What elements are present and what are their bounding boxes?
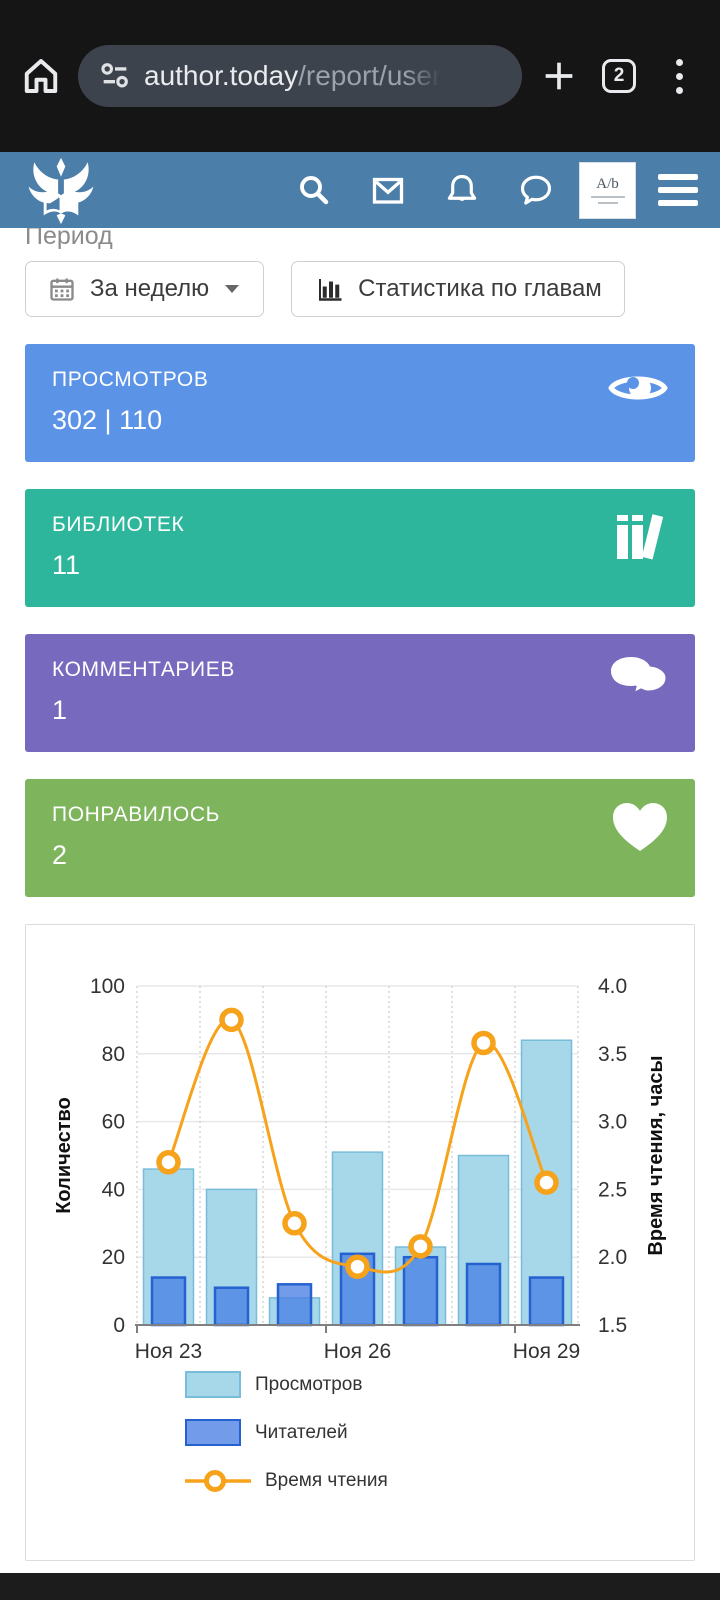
svg-text:2.5: 2.5 bbox=[598, 1178, 627, 1201]
left-axis-title: Количество bbox=[53, 1097, 75, 1214]
legend-swatch bbox=[185, 1419, 241, 1446]
eye-icon bbox=[608, 376, 668, 400]
svg-text:3.0: 3.0 bbox=[598, 1111, 627, 1134]
chevron-down-icon bbox=[225, 285, 240, 293]
browser-toolbar: author.today/report/user 2 bbox=[0, 0, 720, 152]
period-dropdown-value: За неделю bbox=[90, 275, 210, 302]
svg-text:100: 100 bbox=[90, 975, 125, 998]
legend-label: Время чтения bbox=[265, 1469, 388, 1491]
new-tab-button[interactable] bbox=[536, 53, 582, 99]
search-icon bbox=[300, 176, 329, 205]
search-button[interactable] bbox=[277, 167, 351, 213]
system-nav-bar bbox=[0, 1573, 720, 1600]
stat-title: БИБЛИОТЕК bbox=[52, 513, 185, 536]
line-marker[interactable] bbox=[219, 1007, 244, 1033]
url-path: /report/user bbox=[298, 60, 442, 91]
stat-value: 11 bbox=[52, 550, 81, 580]
svg-text:2.0: 2.0 bbox=[598, 1246, 627, 1269]
chart-legend: Просмотров Читателей Время чтения bbox=[185, 1371, 694, 1494]
legend-item[interactable]: Просмотров bbox=[185, 1371, 694, 1398]
svg-text:Ноя 26: Ноя 26 bbox=[324, 1340, 391, 1363]
stat-card-comments: КОММЕНТАРИЕВ 1 bbox=[25, 634, 695, 752]
heart-icon bbox=[613, 803, 667, 851]
chat-icon bbox=[520, 175, 552, 205]
home-icon bbox=[24, 59, 58, 93]
svg-text:Ноя 29: Ноя 29 bbox=[513, 1340, 580, 1363]
stat-value: 2 bbox=[52, 840, 68, 870]
statistics-chart: 0 20 40 60 80 100 1.5 2.0 2.5 3.0 3.5 4.0 Ноя 23 Ноя … bbox=[53, 975, 667, 1363]
right-axis-title: Время чтения, часы bbox=[645, 1055, 667, 1255]
bell-icon bbox=[447, 174, 477, 201]
bars-Читателей bbox=[150, 1252, 565, 1327]
tab-switcher-button[interactable]: 2 bbox=[596, 53, 642, 99]
bar[interactable] bbox=[465, 1262, 502, 1327]
site-settings-icon bbox=[101, 63, 128, 88]
url-host: author.today bbox=[144, 60, 299, 91]
line-marker[interactable] bbox=[408, 1234, 433, 1259]
legend-swatch bbox=[185, 1371, 241, 1398]
svg-text:60: 60 bbox=[102, 1111, 125, 1134]
stat-title: ПРОСМОТРОВ bbox=[52, 368, 209, 391]
browser-menu-button[interactable] bbox=[656, 53, 702, 99]
stat-title: ПОНРАВИЛОСЬ bbox=[52, 803, 220, 826]
stat-card-likes: ПОНРАВИЛОСЬ 2 bbox=[25, 779, 695, 897]
report-page: Период За неделю bbox=[0, 221, 720, 1561]
messages-button[interactable] bbox=[351, 167, 425, 213]
svg-text:20: 20 bbox=[102, 1246, 125, 1269]
legend-item[interactable]: Читателей bbox=[185, 1419, 694, 1446]
line-marker[interactable] bbox=[345, 1254, 370, 1279]
statistics-chart-card: 0 20 40 60 80 100 1.5 2.0 2.5 3.0 3.5 4.0 Ноя 23 Ноя … bbox=[25, 924, 695, 1561]
line-marker[interactable] bbox=[156, 1150, 181, 1175]
hamburger-menu-button[interactable] bbox=[658, 174, 698, 206]
notifications-button[interactable] bbox=[425, 167, 499, 213]
plus-icon bbox=[545, 62, 573, 90]
hamburger-icon bbox=[658, 174, 698, 180]
comments-nav-button[interactable] bbox=[499, 167, 573, 213]
svg-text:3.5: 3.5 bbox=[598, 1043, 627, 1066]
home-button[interactable] bbox=[18, 53, 64, 99]
bar[interactable] bbox=[276, 1283, 313, 1327]
filter-buttons-row: За неделю Статистика по главам bbox=[25, 261, 695, 317]
site-header: A/b bbox=[0, 152, 720, 228]
kebab-menu-icon bbox=[675, 58, 683, 94]
books-icon bbox=[617, 514, 664, 560]
svg-text:4.0: 4.0 bbox=[598, 975, 627, 998]
tab-count-badge: 2 bbox=[602, 59, 636, 93]
user-avatar[interactable]: A/b bbox=[579, 161, 636, 219]
svg-text:80: 80 bbox=[102, 1043, 125, 1066]
comments-icon bbox=[611, 657, 669, 697]
url-text: author.today/report/user bbox=[144, 60, 441, 92]
bar[interactable] bbox=[402, 1255, 439, 1327]
site-logo-eagle-icon[interactable] bbox=[22, 155, 100, 227]
bar[interactable] bbox=[150, 1276, 187, 1327]
line-marker[interactable] bbox=[534, 1170, 559, 1195]
svg-text:40: 40 bbox=[102, 1178, 125, 1201]
period-dropdown[interactable]: За неделю bbox=[25, 261, 265, 317]
chapter-stats-label: Статистика по главам bbox=[358, 275, 602, 302]
line-marker[interactable] bbox=[282, 1211, 307, 1236]
bar[interactable] bbox=[528, 1276, 565, 1327]
svg-text:0: 0 bbox=[113, 1314, 125, 1337]
stat-title: КОММЕНТАРИЕВ bbox=[52, 658, 235, 681]
avatar-monogram: A/b bbox=[596, 175, 619, 192]
legend-label: Просмотров bbox=[255, 1373, 363, 1395]
stat-value: 302 | 110 bbox=[52, 405, 163, 435]
line-marker[interactable] bbox=[471, 1030, 496, 1056]
stat-card-libraries: БИБЛИОТЕК 11 bbox=[25, 489, 695, 607]
bar-chart-icon bbox=[319, 279, 342, 301]
stat-value: 1 bbox=[52, 695, 68, 725]
address-bar[interactable]: author.today/report/user bbox=[78, 45, 522, 107]
bar[interactable] bbox=[213, 1286, 250, 1327]
legend-line-swatch bbox=[185, 1469, 251, 1492]
calendar-icon bbox=[50, 278, 74, 301]
legend-label: Читателей bbox=[255, 1421, 348, 1443]
stat-card-views: ПРОСМОТРОВ 302 | 110 bbox=[25, 344, 695, 462]
svg-text:1.5: 1.5 bbox=[598, 1314, 627, 1337]
mail-icon bbox=[372, 177, 404, 204]
legend-item[interactable]: Время чтения bbox=[185, 1467, 694, 1494]
chapter-stats-button[interactable]: Статистика по главам bbox=[291, 261, 625, 317]
svg-text:Ноя 23: Ноя 23 bbox=[135, 1340, 202, 1363]
